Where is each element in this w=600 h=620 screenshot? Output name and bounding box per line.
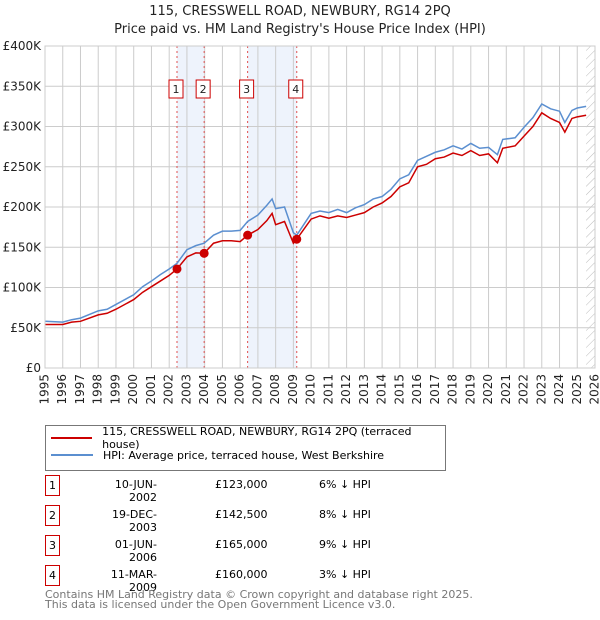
x-tick-label: 2024 xyxy=(552,374,566,405)
plot-border xyxy=(44,45,596,369)
legend-label: 115, CRESSWELL ROAD, NEWBURY, RG14 2PQ (… xyxy=(102,425,412,451)
x-tick-label: 2001 xyxy=(144,374,158,405)
x-tick-label: 1999 xyxy=(108,374,122,405)
x-tick-label: 1997 xyxy=(73,374,87,405)
hpi-diff: 8% ↓ HPI xyxy=(319,508,371,521)
price-chart: 1995 1996 1997 1998 1999 2000 2001 2002 2003 2004… xyxy=(3,39,600,405)
red-line-swatch xyxy=(51,437,93,439)
x-tick-label: 2011 xyxy=(321,374,335,405)
chart-title: 115, CRESSWELL ROAD, NEWBURY, RG14 2PQ xyxy=(149,4,451,19)
y-tick-label: £400K xyxy=(3,39,43,53)
legend-item-property: 115, CRESSWELL ROAD, NEWBURY, RG14 2PQ (… xyxy=(51,425,445,451)
x-tick-label: 2025 xyxy=(570,374,584,405)
chart-subtitle: Price paid vs. HM Land Registry's House … xyxy=(114,22,486,37)
sale-number: 1 xyxy=(173,83,180,96)
footer: Contains HM Land Registry data © Crown c… xyxy=(45,588,473,611)
x-tick-label: 2022 xyxy=(517,374,531,405)
sale-price: £165,000 xyxy=(215,538,268,551)
sale-price: £160,000 xyxy=(215,568,268,581)
series-line xyxy=(45,111,587,326)
sale-number: 3 xyxy=(45,535,60,556)
y-tick-label: £150K xyxy=(3,240,43,254)
sale-number: 1 xyxy=(45,475,60,496)
sale-number: 3 xyxy=(243,83,250,96)
x-tick-label: 2003 xyxy=(179,374,193,405)
legend: 115, CRESSWELL ROAD, NEWBURY, RG14 2PQ (… xyxy=(45,425,446,471)
hpi-diff: 6% ↓ HPI xyxy=(319,478,371,491)
sale-point xyxy=(292,234,302,244)
x-tick-label: 2010 xyxy=(304,374,318,405)
sale-price: £123,000 xyxy=(215,478,268,491)
sale-point xyxy=(243,230,253,240)
series-line xyxy=(44,102,587,323)
x-tick-label: 2005 xyxy=(215,374,229,405)
x-tick-label: 2016 xyxy=(410,374,424,405)
x-tick-label: 2002 xyxy=(162,374,176,405)
x-tick-label: 2006 xyxy=(233,374,247,405)
legend-label: HPI: Average price, terraced house, West… xyxy=(103,448,385,462)
sale-price: £142,500 xyxy=(215,508,268,521)
y-tick-label: £250K xyxy=(3,160,43,174)
sale-row: 1 10-JUN-2002 £123,000 6% ↓ HPI xyxy=(45,475,465,504)
x-tick-label: 1995 xyxy=(38,374,52,405)
x-tick-label: 1998 xyxy=(91,374,105,405)
sale-point xyxy=(199,248,209,258)
x-tick-label: 2009 xyxy=(286,374,300,405)
footer-line: Contains HM Land Registry data © Crown c… xyxy=(45,588,473,601)
hpi-diff: 3% ↓ HPI xyxy=(319,568,371,581)
sale-number: 4 xyxy=(292,83,299,96)
x-tick-label: 2019 xyxy=(463,374,477,405)
sale-number: 2 xyxy=(200,83,207,96)
x-tick-label: 2023 xyxy=(534,374,548,405)
legend-item-hpi: HPI: Average price, terraced house, West… xyxy=(51,447,384,463)
sale-date: 19-DEC-2003 xyxy=(111,508,157,534)
x-tick-label: 1996 xyxy=(55,374,69,405)
y-tick-label: £50K xyxy=(10,321,42,335)
y-tick-label: £0 xyxy=(26,361,41,375)
x-tick-label: 2014 xyxy=(375,374,389,405)
x-tick-label: 2004 xyxy=(197,374,211,405)
sale-point xyxy=(172,264,182,274)
sale-number-box xyxy=(239,79,255,99)
x-tick-label: 2007 xyxy=(250,374,264,405)
y-tick-label: £200K xyxy=(3,200,43,214)
sale-number-box xyxy=(168,79,184,99)
sale-row: 4 11-MAR-2009 £160,000 3% ↓ HPI xyxy=(45,565,465,594)
sale-number-box xyxy=(288,79,304,99)
y-tick-label: £350K xyxy=(3,79,43,93)
x-tick-label: 2008 xyxy=(268,374,282,405)
sale-date: 10-JUN-2002 xyxy=(114,478,157,504)
sale-number-box xyxy=(195,79,211,99)
sale-date: 11-MAR-2009 xyxy=(110,568,157,594)
x-tick-label: 2020 xyxy=(481,374,495,405)
blue-line-swatch xyxy=(51,454,93,456)
y-tick-label: £100K xyxy=(3,281,43,295)
hpi-diff: 9% ↓ HPI xyxy=(319,538,371,551)
footer-line: This data is licensed under the Open Gov… xyxy=(45,598,396,611)
sale-date: 01-JUN-2006 xyxy=(114,538,157,564)
sale-row: 3 01-JUN-2006 £165,000 9% ↓ HPI xyxy=(45,535,465,564)
x-tick-label: 2012 xyxy=(339,374,353,405)
sale-number: 2 xyxy=(45,505,60,526)
x-tick-label: 2026 xyxy=(588,374,600,405)
x-tick-label: 2013 xyxy=(357,374,371,405)
x-tick-label: 2000 xyxy=(126,374,140,405)
x-tick-label: 2017 xyxy=(428,374,442,405)
sale-row: 2 19-DEC-2003 £142,500 8% ↓ HPI xyxy=(45,505,465,534)
sale-number: 4 xyxy=(45,565,60,586)
x-tick-label: 2018 xyxy=(446,374,460,405)
x-tick-label: 2021 xyxy=(499,374,513,405)
y-tick-label: £300K xyxy=(3,120,43,134)
x-tick-label: 2015 xyxy=(392,374,406,405)
